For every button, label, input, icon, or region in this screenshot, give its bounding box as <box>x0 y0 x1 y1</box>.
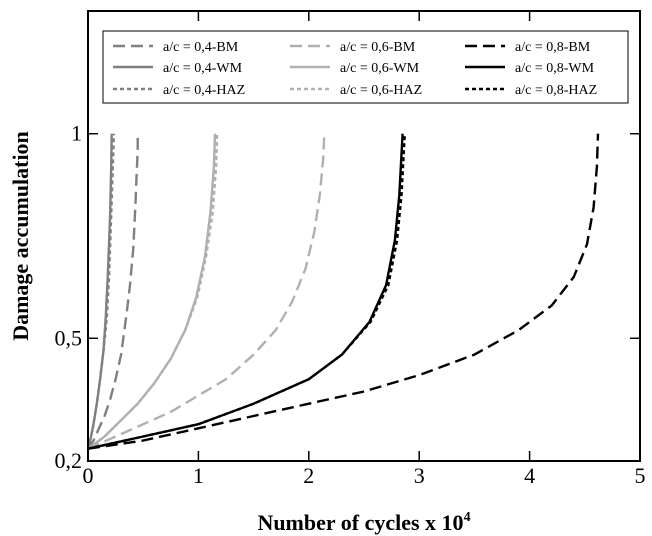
series-line-3 <box>87 133 326 450</box>
x-tick-label-1: 1 <box>193 463 204 488</box>
x-tick-label-4: 4 <box>524 463 535 488</box>
plot-frame <box>87 10 641 462</box>
y-tick-label-1: 0,5 <box>55 325 83 350</box>
legend-label-0: a/c = 0,4-BM <box>163 40 239 55</box>
legend-label-1: a/c = 0,4-WM <box>163 61 243 76</box>
legend-label-8: a/c = 0,8-HAZ <box>515 83 597 98</box>
x-axis-title-text: Number of cycles x 10 <box>257 510 463 535</box>
x-tick-label-5: 5 <box>635 463 646 488</box>
x-axis-title-exponent: 4 <box>464 510 471 525</box>
y-tick-label-2: 1 <box>71 121 82 146</box>
y-tick-label-0: 0,2 <box>55 448 83 473</box>
series-line-2 <box>86 133 116 450</box>
y-axis-title: Damage accumulation <box>8 131 33 341</box>
series-layer <box>86 133 600 450</box>
x-tick-label-3: 3 <box>414 463 425 488</box>
legend-label-2: a/c = 0,4-HAZ <box>163 83 245 98</box>
legend: a/c = 0,4-BM a/c = 0,4-WM a/c = 0,4-HAZ a/c… <box>102 30 629 104</box>
legend-label-7: a/c = 0,8-WM <box>515 61 595 76</box>
series-line-6 <box>87 133 600 450</box>
series-line-8 <box>87 133 406 450</box>
legend-label-5: a/c = 0,6-HAZ <box>340 83 422 98</box>
legend-label-3: a/c = 0,6-BM <box>340 40 416 55</box>
x-tick-label-2: 2 <box>303 463 314 488</box>
legend-box <box>102 30 629 104</box>
ticks-layer: 0 1 2 3 4 5 0,2 0,5 1 <box>55 11 646 488</box>
legend-label-6: a/c = 0,8-BM <box>515 40 591 55</box>
x-tick-label-0: 0 <box>83 463 94 488</box>
series-line-4 <box>87 133 217 450</box>
x-axis-title: Number of cycles x 104 <box>257 510 470 535</box>
legend-label-4: a/c = 0,6-WM <box>340 61 420 76</box>
series-line-0 <box>87 133 139 450</box>
